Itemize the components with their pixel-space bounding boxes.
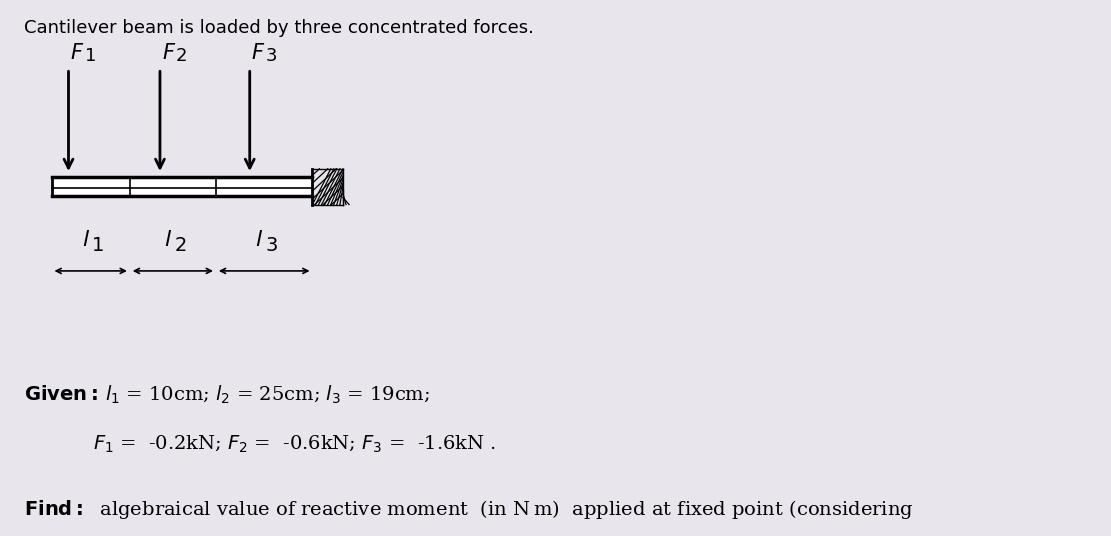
Text: $F_{1}$ =  -0.2kN; $F_{2}$ =  -0.6kN; $F_{3}$ =  -1.6kN .: $F_{1}$ = -0.2kN; $F_{2}$ = -0.6kN; $F_{… [93, 434, 497, 456]
Text: $\mathregular{2}$: $\mathregular{2}$ [176, 47, 187, 65]
Text: $\it{l}$: $\it{l}$ [163, 230, 172, 250]
Text: $\it{F}$: $\it{F}$ [70, 43, 84, 63]
Text: 3: 3 [266, 236, 278, 255]
Text: $\it{F}$: $\it{F}$ [251, 43, 266, 63]
Text: $\mathregular{1}$: $\mathregular{1}$ [83, 47, 96, 65]
Text: 1: 1 [92, 236, 104, 255]
Text: $\mathbf{Given:}$$\/ l_{1}$ = 10cm; $l_{2}$ = 25cm; $l_{3}$ = 19cm;: $\mathbf{Given:}$$\/ l_{1}$ = 10cm; $l_{… [24, 383, 431, 406]
Bar [51, 177, 312, 196]
Text: $\it{l}$: $\it{l}$ [256, 230, 263, 250]
Text: Cantilever beam is loaded by three concentrated forces.: Cantilever beam is loaded by three conce… [24, 19, 534, 37]
Text: $\it{F}$: $\it{F}$ [162, 43, 176, 63]
Text: $\it{l}$: $\it{l}$ [81, 230, 90, 250]
Text: 2: 2 [174, 236, 187, 255]
Text: $\mathbf{Find:}$  algebraical value of reactive moment  (in N m)  applied at fix: $\mathbf{Find:}$ algebraical value of re… [24, 498, 914, 522]
Text: $\mathregular{3}$: $\mathregular{3}$ [264, 47, 277, 65]
